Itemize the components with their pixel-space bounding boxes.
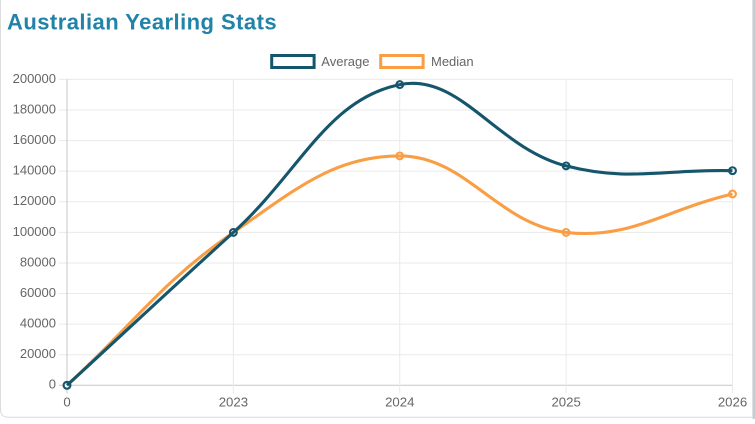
svg-text:160000: 160000 bbox=[13, 132, 56, 147]
svg-text:2026: 2026 bbox=[718, 395, 747, 410]
svg-text:120000: 120000 bbox=[13, 193, 56, 208]
svg-text:40000: 40000 bbox=[20, 316, 56, 331]
svg-text:20000: 20000 bbox=[20, 346, 56, 361]
svg-text:Australian Yearling Stats: Australian Yearling Stats bbox=[7, 10, 277, 35]
svg-text:140000: 140000 bbox=[13, 163, 56, 178]
svg-text:Average: Average bbox=[321, 54, 369, 69]
svg-text:200000: 200000 bbox=[13, 71, 56, 86]
svg-text:2024: 2024 bbox=[385, 395, 414, 410]
svg-text:60000: 60000 bbox=[20, 285, 56, 300]
svg-text:0: 0 bbox=[63, 395, 70, 410]
svg-text:Median: Median bbox=[431, 54, 474, 69]
svg-text:180000: 180000 bbox=[13, 101, 56, 116]
svg-text:100000: 100000 bbox=[13, 224, 56, 239]
svg-text:0: 0 bbox=[49, 377, 56, 392]
svg-text:80000: 80000 bbox=[20, 254, 56, 269]
svg-text:2023: 2023 bbox=[219, 395, 248, 410]
svg-text:2025: 2025 bbox=[551, 395, 580, 410]
